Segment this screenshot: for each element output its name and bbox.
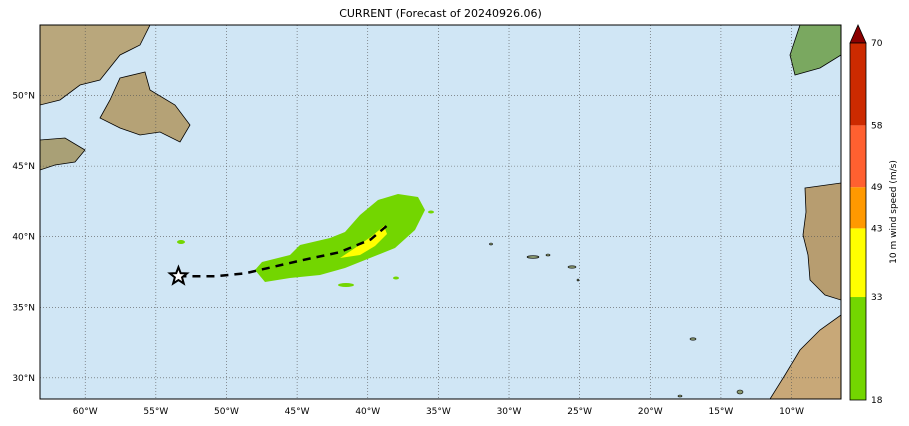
star-icon[interactable] — [167, 264, 190, 286]
land-nova-scotia — [40, 137, 86, 171]
colorbar-tick-label: 70 — [871, 39, 883, 49]
swath-fragment — [177, 240, 185, 244]
lon-tick-label: 50°W — [214, 407, 239, 417]
colorbar-segment — [850, 228, 866, 298]
colorbar-tick-label: 58 — [871, 121, 883, 131]
colorbar-segment — [850, 125, 866, 188]
colorbar: 18 33 43 49 58 70 — [849, 24, 883, 406]
swath-fragment — [393, 276, 399, 280]
map-frame — [39, 24, 842, 400]
lon-tick-label: 60°W — [73, 407, 98, 417]
colorbar-label: 10 m wind speed (m/s) — [889, 160, 899, 264]
colorbar-frame — [849, 42, 867, 401]
land — [40, 25, 841, 399]
lat-tick-label: 45°N — [12, 162, 35, 172]
colorbar-tick-label: 49 — [871, 183, 883, 193]
lon-tick-label: 25°W — [567, 407, 592, 417]
lat-ticks: 50°N 45°N 40°N 35°N 30°N — [12, 92, 35, 384]
land-newfoundland — [99, 71, 191, 143]
colorbar-tick-label: 33 — [871, 293, 882, 303]
swath-fragment — [428, 210, 434, 214]
lat-tick-label: 35°N — [12, 303, 35, 313]
map-title: CURRENT (Forecast of 20240926.06) — [339, 7, 542, 20]
lon-tick-label: 45°W — [285, 407, 310, 417]
lat-tick-label: 50°N — [12, 92, 35, 102]
lon-tick-label: 20°W — [638, 407, 663, 417]
lat-tick-label: 40°N — [12, 233, 35, 243]
lon-tick-label: 15°W — [708, 407, 733, 417]
colorbar-tick-label: 43 — [871, 224, 882, 234]
swath-18-33 — [255, 194, 425, 282]
swath-fragment — [338, 283, 354, 287]
ocean — [40, 25, 841, 399]
colorbar-segment — [850, 297, 866, 400]
lon-tick-label: 40°W — [355, 407, 380, 417]
colorbar-segment — [850, 187, 866, 229]
colorbar-tick-label: 18 — [871, 396, 883, 406]
land-iberia — [802, 182, 841, 301]
storm-track — [178, 223, 390, 278]
land-ireland — [789, 25, 841, 76]
azores-islands — [489, 242, 744, 398]
lon-tick-label: 30°W — [497, 407, 522, 417]
colorbar-extend-arrow — [849, 24, 867, 44]
lon-tick-label: 35°W — [426, 407, 451, 417]
lon-tick-label: 10°W — [779, 407, 804, 417]
lon-tick-label: 55°W — [143, 407, 168, 417]
land-canada — [40, 25, 151, 106]
colorbar-segment — [850, 43, 866, 126]
lon-ticks: 60°W 55°W 50°W 45°W 40°W 35°W 30°W 25°W 20°W 15°W… — [73, 407, 804, 417]
lat-tick-label: 30°N — [12, 374, 35, 384]
